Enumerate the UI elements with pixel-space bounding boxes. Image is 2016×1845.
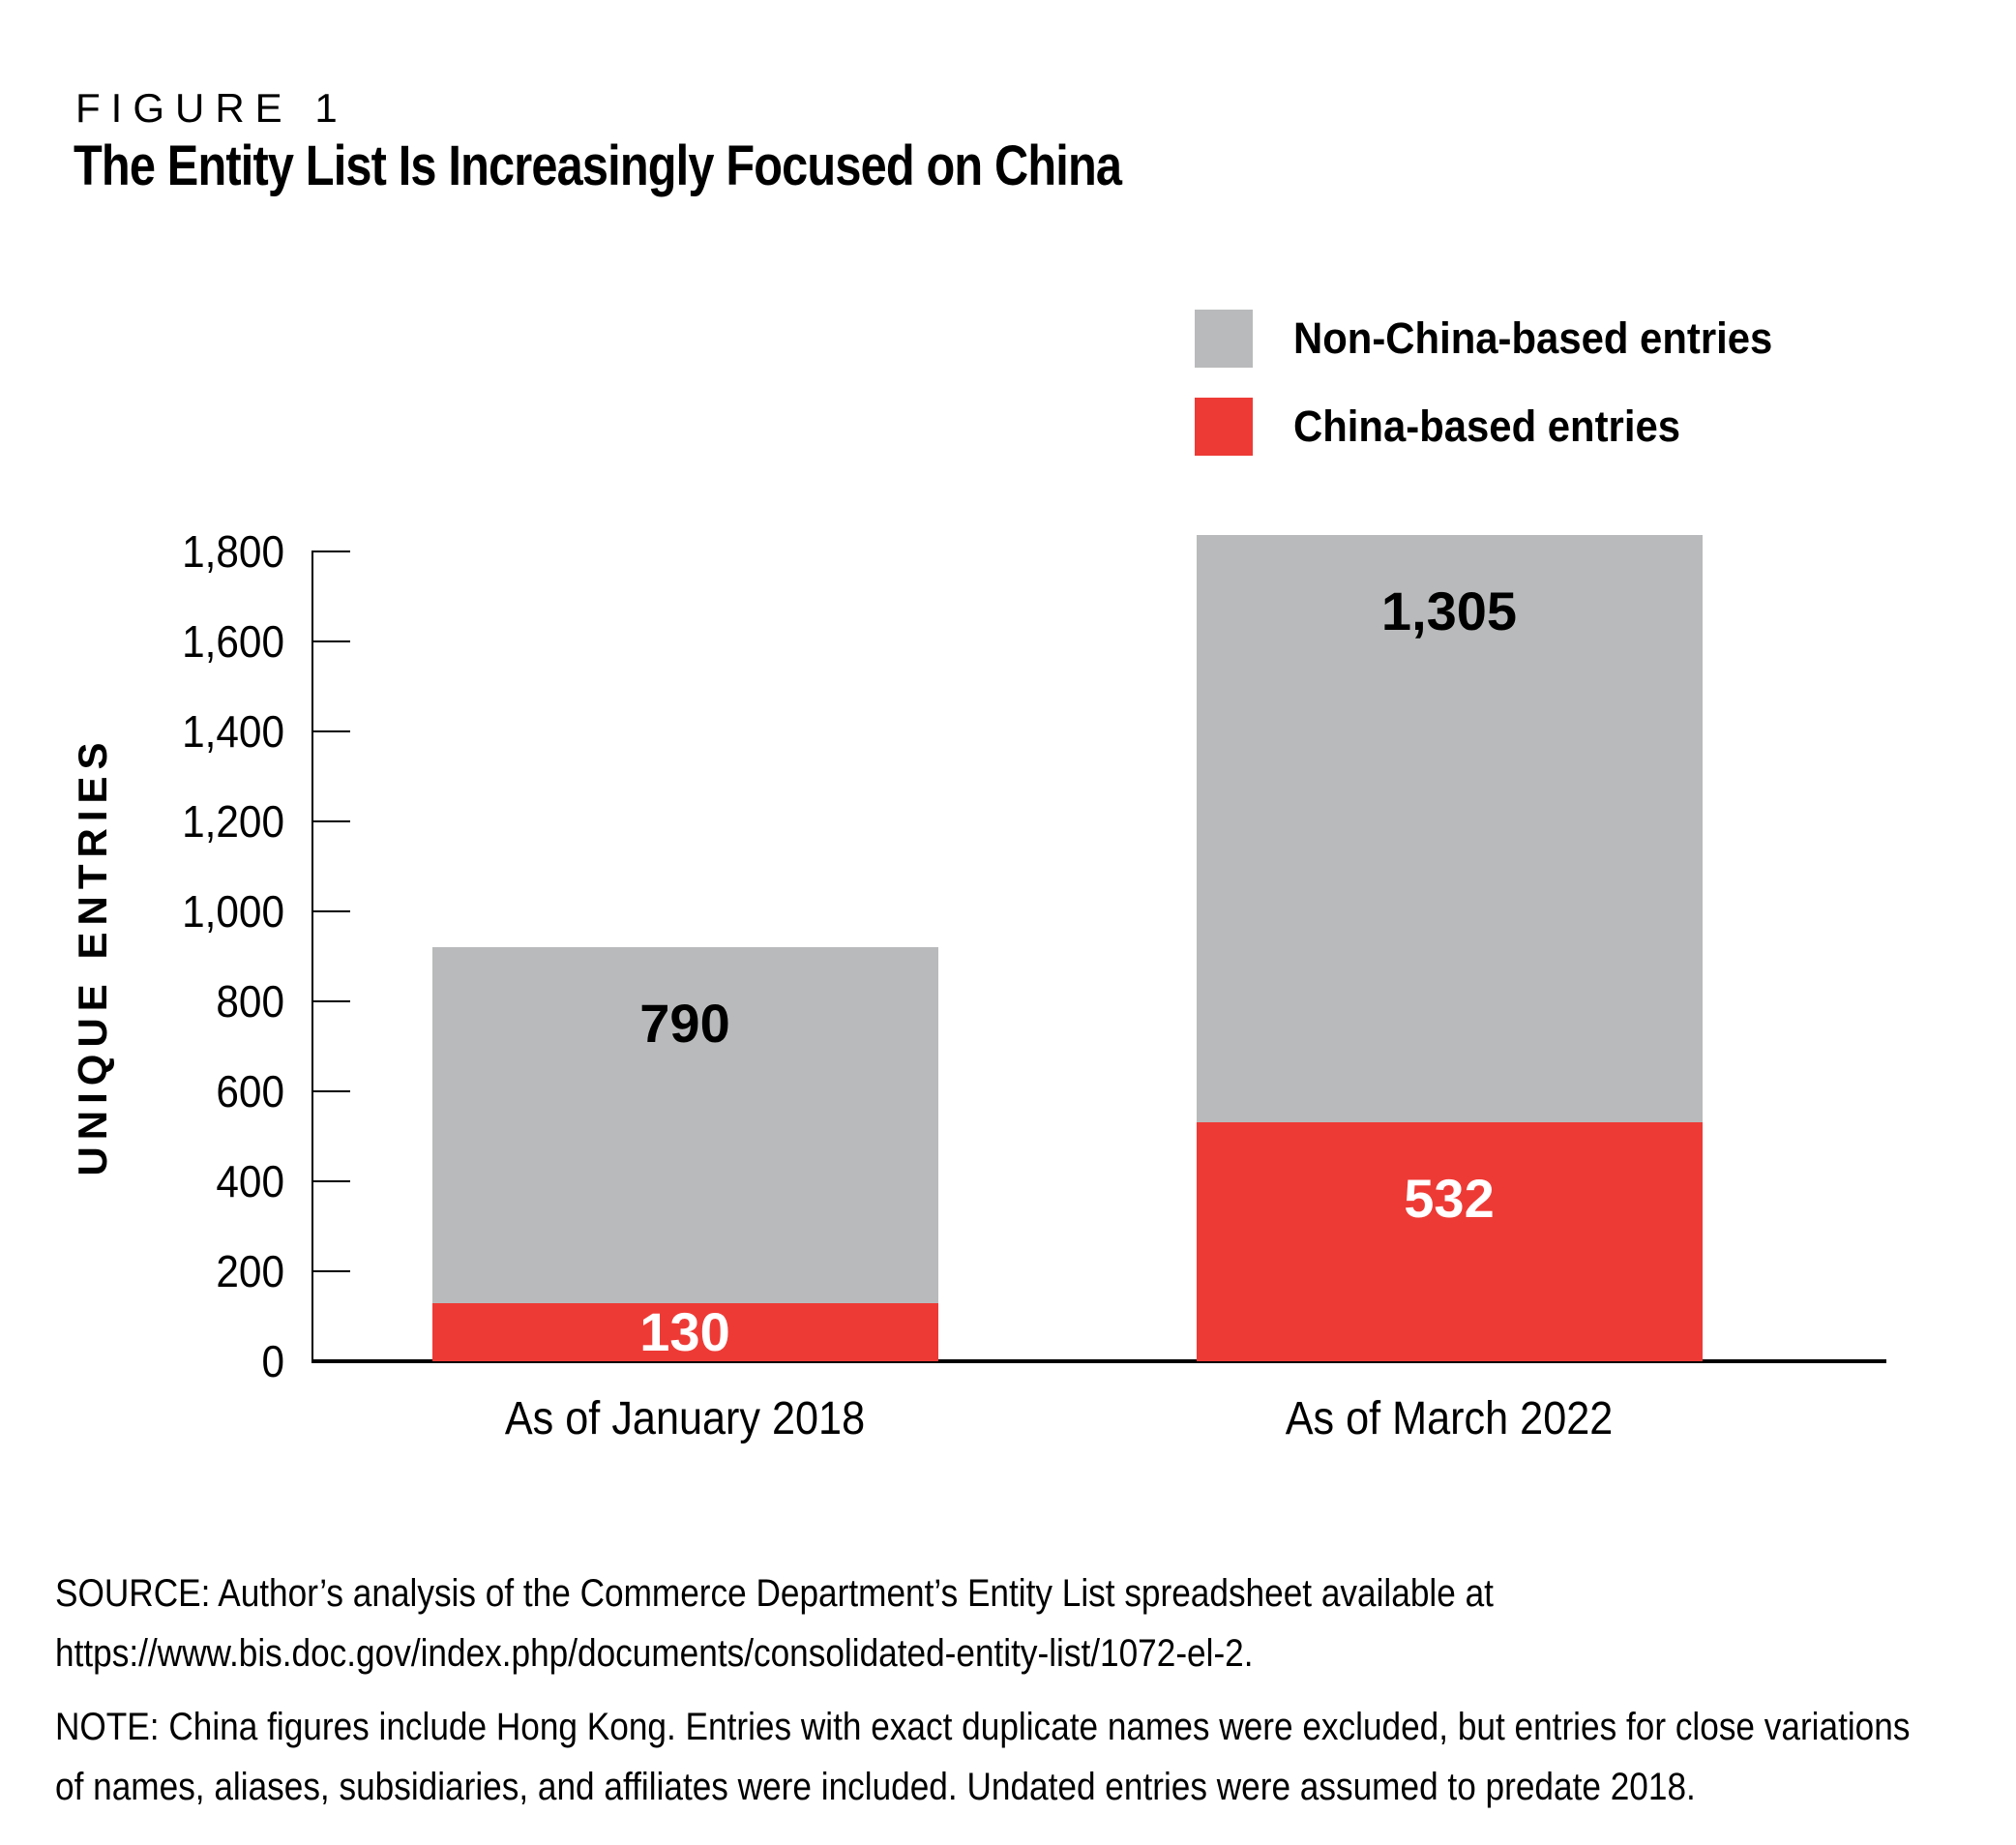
note-line: of names, aliases, subsidiaries, and aff… bbox=[55, 1766, 1696, 1808]
legend-label-china: China-based entries bbox=[1293, 402, 1681, 451]
y-axis-tick bbox=[311, 910, 350, 912]
y-axis-tick-label: 1,600 bbox=[182, 616, 284, 667]
note-text: NOTE: China figures include Hong Kong. E… bbox=[55, 1697, 1910, 1817]
page-title: The Entity List Is Increasingly Focused … bbox=[74, 134, 1122, 197]
y-axis-tick bbox=[311, 640, 350, 642]
y-axis-tick-label: 1,000 bbox=[182, 886, 284, 937]
bar-value-label: 790 bbox=[639, 993, 730, 1055]
bar-segment bbox=[431, 947, 938, 1303]
chart-legend: Non-China-based entries China-based entr… bbox=[1195, 310, 1809, 456]
bar-value-label: 130 bbox=[639, 1300, 730, 1362]
bar-segment bbox=[431, 1302, 938, 1361]
y-axis-tick bbox=[311, 1270, 350, 1272]
y-axis-tick bbox=[311, 551, 350, 552]
legend-row-non-china: Non-China-based entries bbox=[1195, 310, 1809, 368]
y-axis-tick-label: 1,800 bbox=[182, 526, 284, 577]
y-axis-tick bbox=[311, 1090, 350, 1092]
legend-swatch-gray-icon bbox=[1195, 310, 1253, 368]
source-line: https://www.bis.doc.gov/index.php/docume… bbox=[55, 1632, 1254, 1675]
figure-label: FIGURE 1 bbox=[75, 85, 348, 131]
y-axis-tick-label: 200 bbox=[216, 1246, 284, 1296]
source-text: SOURCE: Author’s analysis of the Commerc… bbox=[55, 1563, 1494, 1683]
y-axis-tick bbox=[311, 820, 350, 822]
bar-segment bbox=[1196, 1121, 1703, 1361]
y-axis-tick-label: 1,200 bbox=[182, 796, 284, 847]
y-axis-tick-label: 1,400 bbox=[182, 706, 284, 757]
y-axis-tick-label: 600 bbox=[216, 1066, 284, 1116]
x-axis-category-label: As of January 2018 bbox=[504, 1393, 866, 1444]
x-axis-category-label: As of March 2022 bbox=[1285, 1393, 1614, 1444]
y-axis-tick bbox=[311, 730, 350, 732]
y-axis-tick bbox=[311, 1000, 350, 1002]
note-line: NOTE: China figures include Hong Kong. E… bbox=[55, 1706, 1911, 1748]
legend-swatch-red-icon bbox=[1195, 398, 1253, 456]
bar-value-label: 1,305 bbox=[1380, 580, 1518, 641]
y-axis-tick-label: 800 bbox=[216, 976, 284, 1027]
bar-value-label: 532 bbox=[1404, 1167, 1495, 1229]
legend-label-non-china: Non-China-based entries bbox=[1293, 313, 1773, 363]
bar-segment bbox=[1196, 534, 1703, 1122]
y-axis-tick bbox=[311, 1180, 350, 1182]
x-axis-baseline bbox=[311, 1359, 1886, 1363]
y-axis-tick-label: 0 bbox=[261, 1336, 284, 1386]
y-axis-tick-label: 400 bbox=[216, 1156, 284, 1206]
y-axis-line bbox=[311, 551, 313, 1363]
source-line: SOURCE: Author’s analysis of the Commerc… bbox=[55, 1572, 1494, 1615]
legend-row-china: China-based entries bbox=[1195, 398, 1809, 456]
